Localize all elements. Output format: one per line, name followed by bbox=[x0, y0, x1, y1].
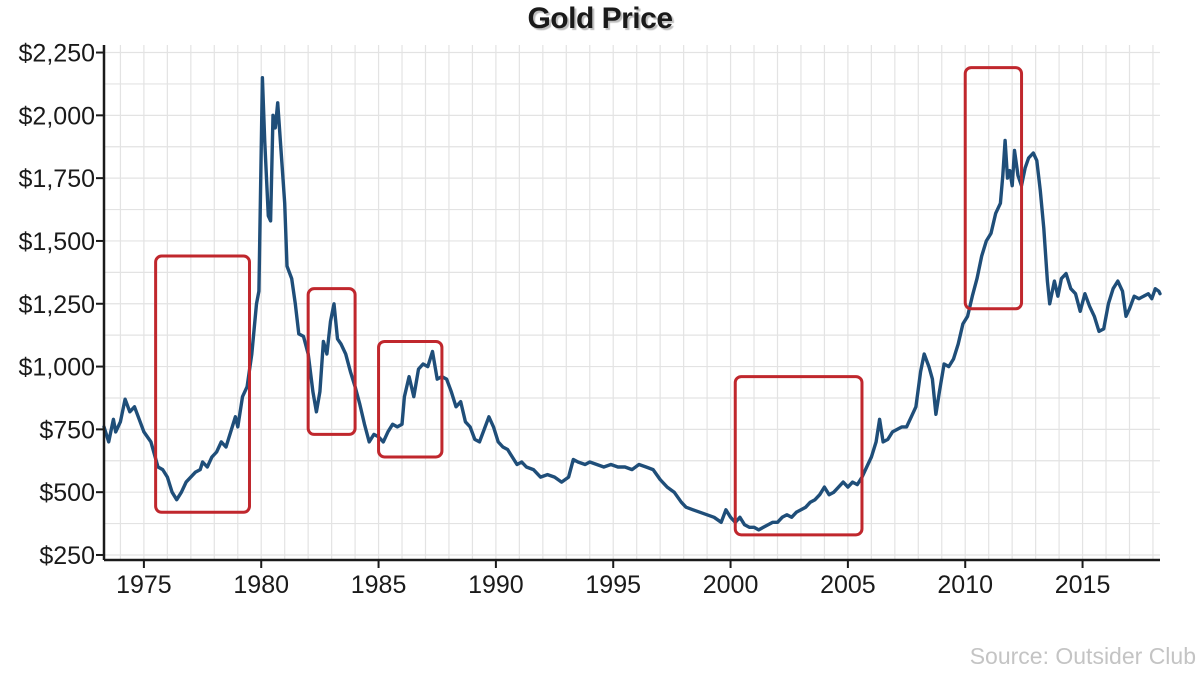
highlight-box bbox=[377, 339, 444, 459]
x-tick-label: 1995 bbox=[585, 571, 641, 599]
x-tick-label: 2005 bbox=[820, 571, 876, 599]
grid bbox=[104, 45, 1160, 560]
y-tick-label: $1,500 bbox=[19, 228, 95, 256]
y-tick-label: $500 bbox=[39, 479, 95, 507]
y-tick-label: $2,250 bbox=[19, 40, 95, 68]
y-tick-label: $1,000 bbox=[19, 354, 95, 382]
x-tick-label: 1980 bbox=[233, 571, 289, 599]
highlight-layer bbox=[154, 66, 1024, 537]
axes bbox=[96, 45, 1160, 568]
x-tick-label: 1985 bbox=[351, 571, 407, 599]
x-tick-label: 2000 bbox=[703, 571, 759, 599]
x-tick-label: 2015 bbox=[1055, 571, 1111, 599]
chart-title: Gold Price bbox=[527, 2, 673, 35]
series-line bbox=[102, 76, 1162, 532]
x-tick-label: 1990 bbox=[468, 571, 524, 599]
x-tick-label: 1975 bbox=[116, 571, 172, 599]
x-tick-label: 2010 bbox=[937, 571, 993, 599]
data-layer bbox=[102, 76, 1162, 532]
y-tick-label: $750 bbox=[39, 416, 95, 444]
highlight-box bbox=[733, 375, 864, 537]
highlight-box bbox=[306, 287, 357, 436]
y-tick-label: $1,750 bbox=[19, 165, 95, 193]
y-tick-labels: $250 $500 $750 $1,000 $1,250 $1,500 $1,750 $2,0… bbox=[19, 40, 95, 570]
y-tick-label: $250 bbox=[39, 542, 95, 570]
x-tick-labels: 1975 1980 1985 1990 1995 2000 2005 2010 2015 bbox=[116, 571, 1110, 599]
highlight-box bbox=[154, 254, 251, 514]
source-note: Source: Outsider Club bbox=[969, 643, 1196, 669]
y-tick-label: $1,250 bbox=[19, 291, 95, 319]
highlight-box bbox=[963, 66, 1024, 311]
y-tick-label: $2,000 bbox=[19, 102, 95, 130]
